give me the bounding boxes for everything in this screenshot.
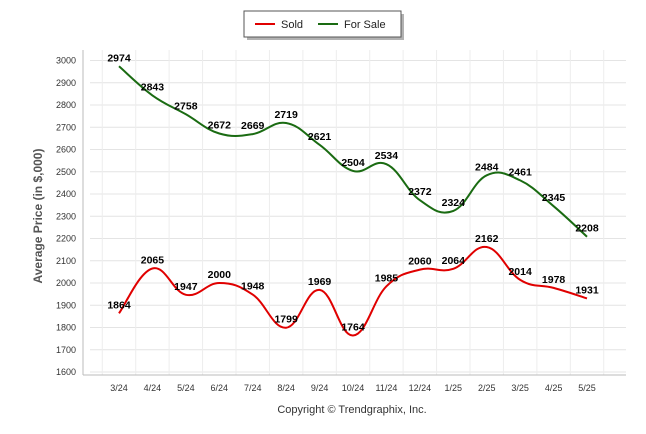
legend: Sold For Sale (243, 10, 404, 40)
data-label: 1978 (542, 274, 566, 286)
data-label: 1931 (575, 284, 599, 296)
x-tick-label: 2/25 (478, 383, 496, 393)
legend-label: Sold (281, 19, 303, 31)
data-label: 2669 (241, 120, 265, 132)
data-label: 2064 (442, 255, 466, 267)
data-label: 2162 (475, 233, 499, 245)
y-tick-label: 2200 (56, 234, 76, 244)
x-tick-label: 8/24 (277, 383, 295, 393)
data-label: 1947 (174, 281, 198, 293)
x-tick-label: 1/25 (445, 383, 463, 393)
y-tick-label: 2300 (56, 211, 76, 221)
y-axis-label: Average Price (in $,000) (31, 149, 45, 284)
data-label: 2843 (141, 81, 165, 93)
data-label: 1764 (341, 322, 365, 334)
x-tick-label: 3/25 (511, 383, 529, 393)
data-label: 2372 (408, 186, 432, 198)
x-tick-label: 4/24 (144, 383, 162, 393)
x-tick-label: 11/24 (376, 383, 398, 393)
series-line-sold (118, 245, 588, 337)
y-tick-label: 1800 (56, 323, 76, 333)
y-tick-label: 2800 (56, 100, 76, 110)
data-label: 2621 (308, 131, 332, 143)
y-tick-label: 1700 (56, 345, 76, 355)
y-tick-label: 2100 (56, 256, 76, 266)
y-tick-label: 3000 (56, 56, 76, 66)
x-tick-label: 5/24 (177, 383, 195, 393)
y-tick-label: 2700 (56, 122, 76, 132)
data-label: 1799 (274, 314, 298, 326)
data-label: 2534 (375, 150, 399, 162)
x-tick-label: 3/24 (110, 383, 128, 393)
data-label: 2974 (107, 52, 131, 64)
data-label: 2060 (408, 256, 432, 268)
y-tick-label: 2600 (56, 145, 76, 155)
x-tick-labels: 3/24 4/24 5/24 6/24 7/24 8/24 9/24 10/24 11/24 12… (110, 383, 596, 393)
y-tick-label: 1900 (56, 300, 76, 310)
data-label: 1969 (308, 276, 332, 288)
x-tick-label: 9/24 (311, 383, 329, 393)
data-labels: 1864 2065 1947 2000 1948 1799 1969 1764 1985 2060… (107, 52, 599, 333)
y-tick-label: 2400 (56, 189, 76, 199)
data-label: 2324 (442, 197, 466, 209)
y-tick-label: 1600 (56, 367, 76, 377)
y-tick-labels: 1600 1700 1800 1900 2000 2100 2200 2300 2400 2500… (56, 56, 76, 378)
data-label: 2719 (274, 109, 298, 121)
data-label: 2504 (341, 157, 365, 169)
series-lines (118, 65, 588, 337)
x-tick-label: 4/25 (545, 383, 563, 393)
data-label: 2014 (508, 266, 532, 278)
axes (82, 50, 626, 376)
x-tick-label: 7/24 (244, 383, 262, 393)
data-label: 2208 (575, 223, 599, 235)
data-label: 2672 (208, 119, 232, 131)
y-tick-label: 2900 (56, 78, 76, 88)
x-tick-label: 12/24 (409, 383, 432, 393)
copyright-credit: Copyright © Trendgraphix, Inc. (277, 404, 426, 416)
data-label: 2000 (208, 269, 232, 281)
x-tick-label: 5/25 (578, 383, 596, 393)
data-label: 2484 (475, 161, 499, 173)
series-line-for-sale (118, 65, 588, 238)
y-tick-label: 2500 (56, 167, 76, 177)
data-label: 2461 (508, 166, 532, 178)
data-label: 1985 (375, 272, 399, 284)
data-label: 1948 (241, 281, 265, 293)
grid-lines (90, 50, 626, 375)
data-label: 1864 (107, 299, 131, 311)
data-label: 2758 (174, 100, 198, 112)
y-tick-label: 2000 (56, 278, 76, 288)
data-label: 2065 (141, 255, 165, 267)
x-tick-label: 10/24 (342, 383, 365, 393)
x-tick-label: 6/24 (211, 383, 229, 393)
data-label: 2345 (542, 192, 566, 204)
legend-label: For Sale (344, 19, 386, 31)
